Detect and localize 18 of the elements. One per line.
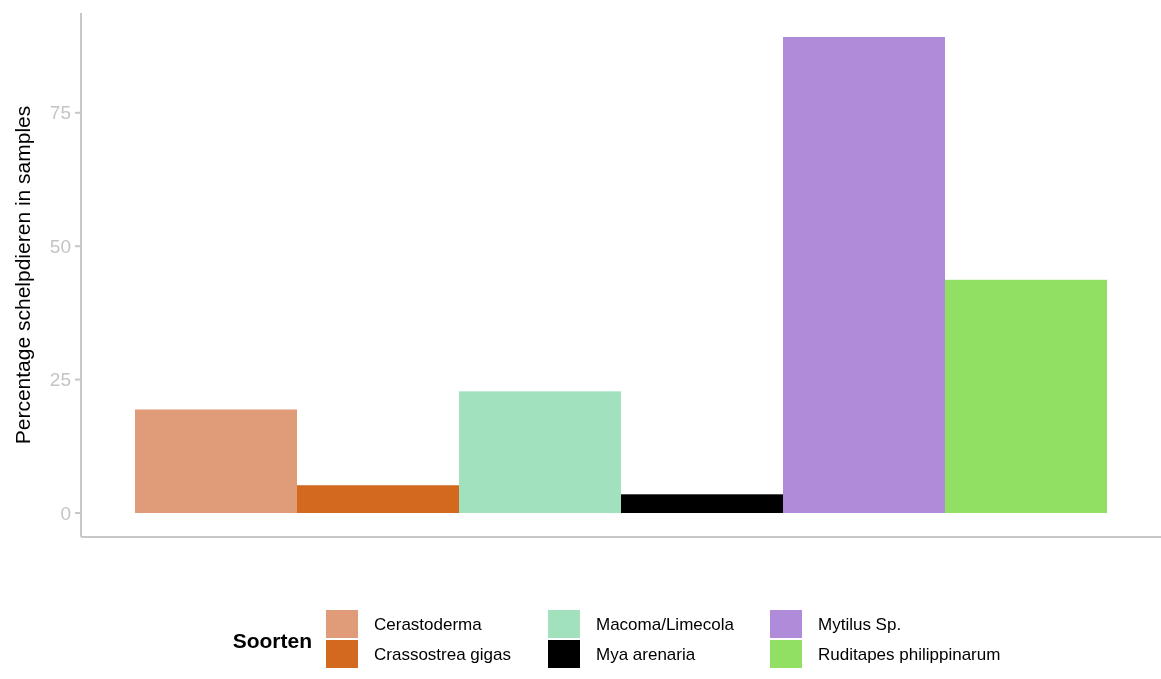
legend-label: Macoma/Limecola — [596, 614, 735, 634]
y-tick-label: 25 — [49, 369, 71, 391]
bar — [459, 391, 621, 513]
y-axis-title: Percentage schelpdieren in samples — [11, 105, 34, 445]
bar — [297, 485, 459, 513]
y-tick-label: 75 — [49, 102, 71, 124]
bar — [783, 37, 945, 513]
legend-title: Soorten — [232, 629, 312, 652]
legend-label: Cerastoderma — [374, 614, 483, 634]
legend-label: Crassostrea gigas — [374, 644, 512, 664]
bar — [945, 279, 1107, 513]
legend-label: Ruditapes philippinarum — [818, 644, 1001, 664]
bar — [135, 409, 297, 513]
bar — [621, 494, 783, 513]
legend-label: Mytilus Sp. — [818, 614, 902, 634]
y-tick-label: 50 — [49, 235, 71, 257]
legend-label: Mya arenaria — [596, 644, 696, 664]
y-tick-label: 0 — [60, 502, 71, 524]
